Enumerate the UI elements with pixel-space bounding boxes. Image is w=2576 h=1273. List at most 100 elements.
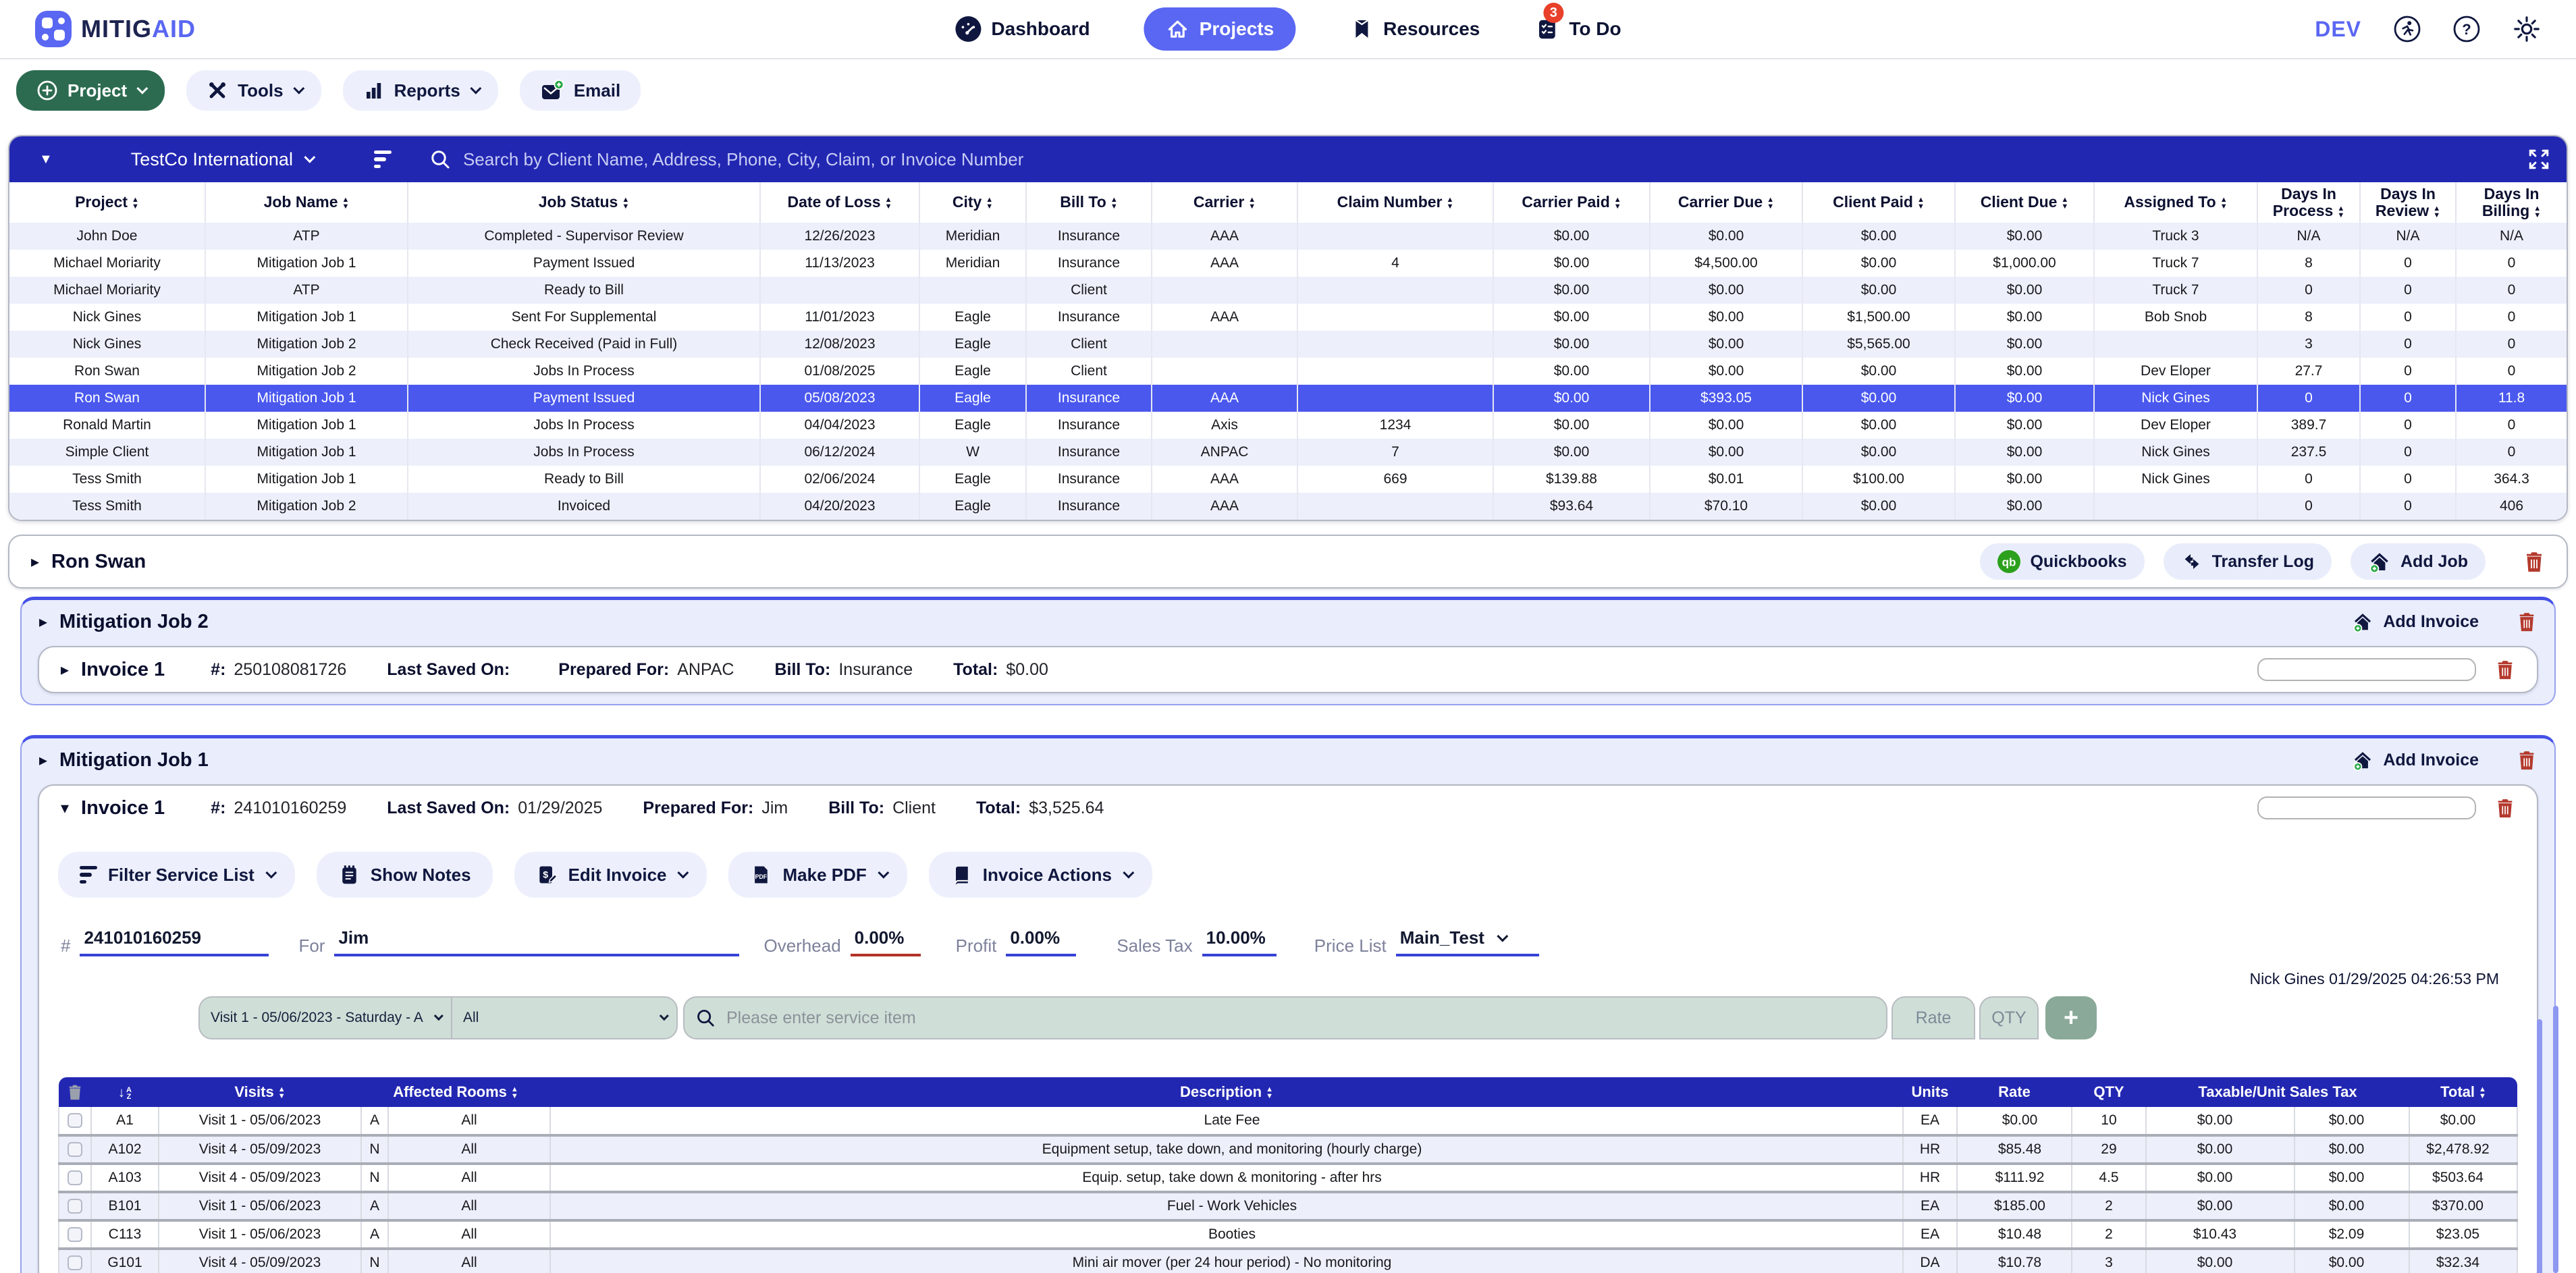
project-row[interactable]: Nick Gines Mitigation Job 1 Sent For Sup…	[9, 304, 2567, 331]
nav-todo[interactable]: 3 To Do	[1534, 3, 1621, 42]
col-sort-az[interactable]: ↓ A Z	[91, 1077, 159, 1107]
fullscreen-icon[interactable]	[2527, 148, 2550, 171]
delete-invoice-button[interactable]	[2495, 659, 2515, 680]
invoice-note-input[interactable]	[2257, 658, 2476, 681]
col-total[interactable]: Total ▲ ▼	[2409, 1077, 2517, 1107]
col-days-in-billing[interactable]: Days In Billing ▲ ▼	[2481, 184, 2542, 219]
tools-button[interactable]: Tools	[186, 70, 321, 111]
col-description[interactable]: Description ▲ ▼	[550, 1077, 1903, 1107]
nav-projects[interactable]: Projects	[1144, 7, 1296, 51]
invoice-actions-button[interactable]: Invoice Actions	[928, 852, 1152, 898]
brand-logo[interactable]: MITIGAID	[35, 11, 196, 47]
edit-invoice-button[interactable]: $ Edit Invoice	[514, 852, 707, 898]
nav-dashboard[interactable]: Dashboard	[955, 16, 1090, 43]
project-search-input[interactable]	[462, 148, 1327, 170]
invoice-note-input[interactable]	[2257, 796, 2476, 819]
project-row[interactable]: Ron Swan Mitigation Job 1 Payment Issued…	[9, 385, 2567, 412]
project-row[interactable]: Tess Smith Mitigation Job 2 Invoiced 04/…	[9, 493, 2567, 520]
row-checkbox[interactable]	[68, 1113, 82, 1129]
col-rate[interactable]: Rate	[1956, 1077, 2072, 1107]
expand-caret-icon[interactable]: ▸	[39, 751, 48, 769]
profit-field[interactable]: 0.00%	[1006, 927, 1077, 956]
help-icon[interactable]: ?	[2453, 16, 2480, 43]
service-row[interactable]: A102 Visit 4 - 05/09/2023 N All Equipmen…	[58, 1135, 2518, 1165]
qty-input[interactable]	[1991, 1008, 2027, 1028]
col-visits[interactable]: Visits ▲ ▼	[159, 1077, 361, 1107]
service-row[interactable]: A103 Visit 4 - 05/09/2023 N All Equip. s…	[58, 1164, 2518, 1193]
col-qty[interactable]: QTY	[2071, 1077, 2146, 1107]
col-job-status[interactable]: Job Status ▲ ▼	[408, 182, 761, 223]
project-row[interactable]: John Doe ATP Completed - Supervisor Revi…	[9, 223, 2567, 250]
overhead-field[interactable]: 0.00%	[850, 927, 921, 956]
collapse-caret-icon[interactable]: ▼	[39, 151, 53, 167]
service-row[interactable]: C113 Visit 1 - 05/06/2023 A All Booties …	[58, 1220, 2518, 1250]
expand-caret-icon[interactable]: ▸	[61, 660, 70, 679]
email-button[interactable]: Email	[519, 70, 641, 111]
delete-job-button[interactable]	[2517, 749, 2537, 771]
filter-icon[interactable]	[373, 151, 392, 168]
onboarding-runner-icon[interactable]	[2394, 16, 2421, 43]
rate-input[interactable]	[1904, 1008, 1963, 1028]
project-row[interactable]: Nick Gines Mitigation Job 2 Check Receiv…	[9, 331, 2567, 358]
col-project[interactable]: Project ▲ ▼	[9, 182, 206, 223]
col-units[interactable]: Units	[1902, 1077, 1957, 1107]
col-affected-rooms[interactable]: Affected Rooms ▲ ▼	[361, 1077, 551, 1107]
gear-icon[interactable]	[2513, 15, 2541, 43]
make-pdf-button[interactable]: PDF Make PDF	[728, 852, 907, 898]
reports-button[interactable]: Reports	[342, 70, 498, 111]
col-delete[interactable]	[59, 1077, 91, 1107]
nav-resources[interactable]: Resources	[1349, 17, 1480, 41]
col-assigned-to[interactable]: Assigned To ▲ ▼	[2094, 182, 2258, 223]
job1-invoice-header[interactable]: ▾ Invoice 1 #: 241010160259 Last Saved On…	[39, 786, 2537, 830]
service-row[interactable]: B101 Visit 1 - 05/06/2023 A All Fuel - W…	[58, 1192, 2518, 1222]
show-notes-button[interactable]: Show Notes	[316, 852, 493, 898]
row-checkbox[interactable]	[68, 1199, 82, 1214]
service-row[interactable]: A1 Visit 1 - 05/06/2023 A All Late Fee E…	[58, 1107, 2518, 1137]
col-claim-number[interactable]: Claim Number ▲ ▼	[1297, 182, 1494, 223]
price-list-select[interactable]: Main_Test	[1395, 927, 1539, 956]
add-job-button[interactable]: Add Job	[2351, 543, 2486, 580]
project-row[interactable]: Simple Client Mitigation Job 1 Jobs In P…	[9, 439, 2567, 466]
project-row[interactable]: Michael Moriarity ATP Ready to Bill Clie…	[9, 277, 2567, 304]
row-checkbox[interactable]	[68, 1170, 82, 1186]
delete-invoice-button[interactable]	[2495, 797, 2515, 819]
project-row[interactable]: Ronald Martin Mitigation Job 1 Jobs In P…	[9, 412, 2567, 439]
page-scrollbar[interactable]	[2553, 1006, 2558, 1273]
project-button[interactable]: Project	[16, 70, 165, 111]
col-client-due[interactable]: Client Due ▲ ▼	[1955, 182, 2095, 223]
row-checkbox[interactable]	[68, 1227, 82, 1243]
expand-caret-icon[interactable]: ▸	[31, 552, 40, 571]
service-row[interactable]: G101 Visit 4 - 05/09/2023 N All Mini air…	[58, 1249, 2518, 1273]
delete-client-button[interactable]	[2523, 550, 2545, 573]
add-service-item-button[interactable]: +	[2045, 996, 2097, 1039]
col-carrier-due[interactable]: Carrier Due ▲ ▼	[1650, 182, 1803, 223]
row-checkbox[interactable]	[68, 1255, 82, 1271]
col-days-in-process[interactable]: Days In Process ▲ ▼	[2257, 182, 2361, 223]
company-selector[interactable]: TestCo International	[131, 149, 316, 170]
rooms-select[interactable]: All	[451, 996, 678, 1039]
filter-service-list-button[interactable]: Filter Service List	[58, 852, 295, 898]
row-checkbox[interactable]	[68, 1142, 82, 1158]
col-taxable-sales-tax[interactable]: Taxable/Unit Sales Tax	[2145, 1077, 2409, 1107]
project-row[interactable]: Tess Smith Mitigation Job 1 Ready to Bil…	[9, 466, 2567, 493]
delete-job-button[interactable]	[2517, 611, 2537, 632]
visit-select[interactable]: Visit 1 - 05/06/2023 - Saturday - A	[198, 996, 451, 1039]
col-days-in-review[interactable]: Days In Review ▲ ▼	[2360, 182, 2457, 223]
collapse-caret-icon[interactable]: ▾	[61, 798, 70, 817]
col-carrier-paid[interactable]: Carrier Paid ▲ ▼	[1493, 182, 1651, 223]
col-date-of-loss[interactable]: Date of Loss ▲ ▼	[760, 182, 920, 223]
add-invoice-button[interactable]: Add Invoice	[2352, 611, 2479, 632]
for-field[interactable]: Jim	[334, 927, 740, 956]
transfer-log-button[interactable]: Transfer Log	[2163, 543, 2332, 580]
col-carrier[interactable]: Carrier ▲ ▼	[1152, 182, 1298, 223]
sales-tax-field[interactable]: 10.00%	[1202, 927, 1277, 956]
col-client-paid[interactable]: Client Paid ▲ ▼	[1802, 182, 1956, 223]
add-invoice-button[interactable]: Add Invoice	[2352, 749, 2479, 771]
invoice-number-field[interactable]: 241010160259	[80, 927, 269, 956]
service-search-input[interactable]	[726, 1008, 1875, 1028]
col-city[interactable]: City ▲ ▼	[919, 182, 1027, 223]
quickbooks-button[interactable]: qb Quickbooks	[1980, 543, 2145, 580]
expand-caret-icon[interactable]: ▸	[39, 612, 48, 631]
project-row[interactable]: Michael Moriarity Mitigation Job 1 Payme…	[9, 250, 2567, 277]
inner-scrollbar[interactable]	[2537, 1019, 2542, 1273]
